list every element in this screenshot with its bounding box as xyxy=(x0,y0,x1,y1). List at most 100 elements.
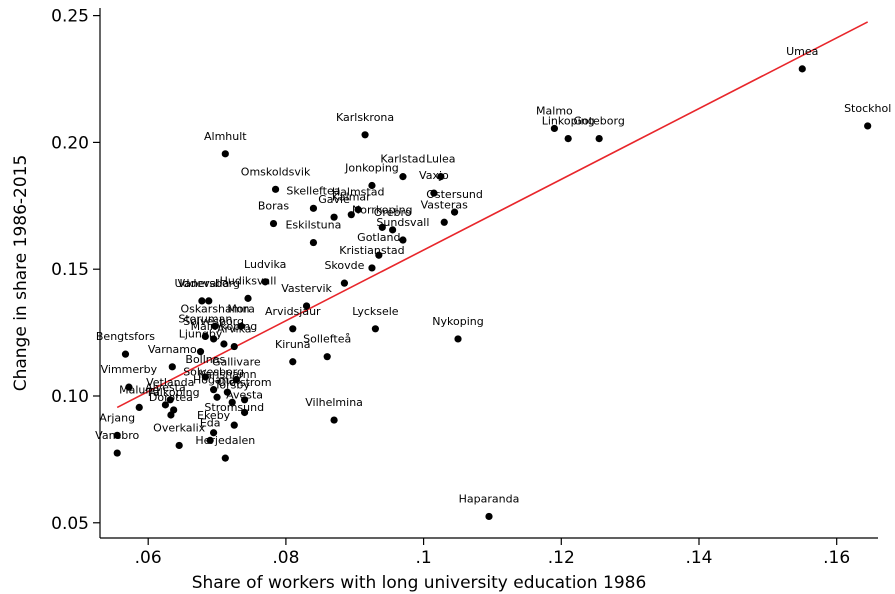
data-point xyxy=(221,454,229,462)
data-point xyxy=(230,421,238,429)
x-tick-label: .12 xyxy=(548,548,575,568)
data-point xyxy=(168,363,176,371)
point-label: Dorotea xyxy=(149,391,193,404)
y-axis-title: Change in share 1986-2015 xyxy=(11,155,31,392)
data-point xyxy=(113,449,121,457)
data-point xyxy=(223,388,231,396)
point-label: Vetlanda xyxy=(146,376,194,389)
point-label: Mora xyxy=(227,302,254,315)
point-label: Ljungby xyxy=(179,328,223,341)
point-label: Falkoping xyxy=(148,386,200,399)
data-point xyxy=(595,134,603,143)
point-label: Solvesborg xyxy=(183,366,244,379)
point-label: Oskarshamn xyxy=(180,302,249,315)
point-label: Herjedalen xyxy=(195,434,255,447)
x-tick-label: .16 xyxy=(823,548,850,568)
data-point xyxy=(399,236,407,244)
point-label: Omskoldsvik xyxy=(241,165,311,178)
data-point xyxy=(230,342,238,351)
point-label: Vansbro xyxy=(95,429,139,442)
data-point xyxy=(450,208,459,216)
data-point xyxy=(113,431,121,439)
point-label: Ostersund xyxy=(426,188,483,201)
data-point xyxy=(166,396,174,404)
y-tick-label: 0.20 xyxy=(51,133,89,153)
point-label: Nykoping xyxy=(432,315,483,328)
data-point xyxy=(302,302,311,310)
data-point xyxy=(389,226,397,234)
point-label: Solvesborg xyxy=(183,315,244,328)
data-point xyxy=(375,251,383,259)
fit-line xyxy=(116,21,869,409)
data-point xyxy=(454,335,462,343)
data-point xyxy=(340,279,349,287)
point-label: Gallivare xyxy=(212,356,261,369)
data-point xyxy=(213,393,221,401)
data-point xyxy=(330,416,338,424)
x-tick-label: .08 xyxy=(272,548,299,568)
point-label: Goteborg xyxy=(573,115,624,128)
point-label: Jonkoping xyxy=(344,162,399,175)
point-label: Haparanda xyxy=(459,492,520,505)
point-label: Bengtsfors xyxy=(96,330,155,343)
point-label: Eda xyxy=(200,416,221,429)
point-label: Almhult xyxy=(204,130,247,143)
data-point xyxy=(232,375,240,384)
data-point xyxy=(210,335,218,343)
point-label: Vanersborg xyxy=(178,277,240,290)
data-point xyxy=(135,403,143,412)
point-label: Storuman xyxy=(178,312,232,325)
point-label: Arvika xyxy=(217,323,252,336)
data-point xyxy=(240,408,249,417)
data-point xyxy=(210,386,218,394)
y-tick-label: 0.10 xyxy=(51,387,89,407)
data-point xyxy=(196,348,205,356)
data-point xyxy=(564,134,572,143)
data-point xyxy=(206,436,214,444)
data-point xyxy=(244,294,252,302)
point-label: Kristianstad xyxy=(339,244,404,257)
data-point xyxy=(368,181,376,190)
data-point xyxy=(210,429,218,437)
point-label: Hoganas xyxy=(193,373,241,386)
data-point xyxy=(309,238,318,247)
data-point xyxy=(211,322,219,330)
point-label: Linkoping xyxy=(542,115,595,128)
point-label: Vimmerby xyxy=(101,363,158,376)
y-tick-label: 0.05 xyxy=(51,514,89,534)
data-point xyxy=(399,173,407,181)
data-points xyxy=(113,65,872,521)
point-label: Overkalix xyxy=(153,421,205,434)
data-point xyxy=(201,373,209,381)
data-point xyxy=(125,383,133,391)
point-label: Malmo xyxy=(536,104,573,117)
data-point xyxy=(309,204,318,212)
data-point xyxy=(221,150,229,158)
point-label: Sollefteå xyxy=(303,333,351,346)
data-point xyxy=(437,173,445,181)
data-point xyxy=(240,396,249,404)
data-point xyxy=(289,358,297,366)
point-label: Arjang xyxy=(99,411,135,424)
data-point xyxy=(201,332,209,340)
point-label: Stockhol xyxy=(844,102,891,115)
data-point xyxy=(269,219,278,228)
point-label: Stromsund xyxy=(204,401,264,414)
y-tick-label: 0.25 xyxy=(51,7,89,27)
data-point xyxy=(228,398,236,406)
point-label: Lulea xyxy=(426,153,455,166)
data-point xyxy=(361,131,369,139)
data-point xyxy=(485,512,493,521)
point-label: Malung xyxy=(119,383,159,396)
point-label: Lycksele xyxy=(352,305,399,318)
data-point xyxy=(121,350,130,358)
point-label: Karlskrona xyxy=(336,111,394,124)
point-label: Alvesta xyxy=(145,381,186,394)
point-label: Hudiksvall xyxy=(220,274,277,287)
point-label: Kiruna xyxy=(275,338,310,351)
data-point xyxy=(378,223,386,231)
data-point xyxy=(368,264,376,272)
point-label: Vastervik xyxy=(281,282,332,295)
